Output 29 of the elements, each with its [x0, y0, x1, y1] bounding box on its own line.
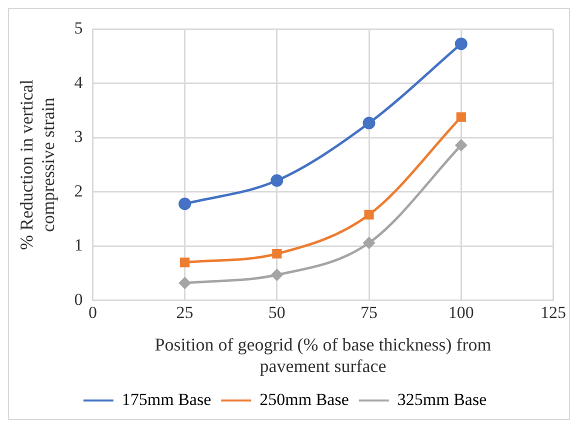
- point: [454, 38, 468, 50]
- point: [180, 258, 190, 268]
- legend-label: 325mm Base: [397, 390, 487, 409]
- y-tick-label: 0: [74, 290, 83, 309]
- point: [178, 198, 192, 210]
- y-tick-label: 1: [74, 236, 83, 255]
- legend-label: 250mm Base: [260, 390, 349, 409]
- point: [179, 277, 191, 289]
- x-tick-label: 25: [176, 303, 194, 322]
- point: [455, 140, 467, 152]
- y-tick-label: 2: [74, 181, 83, 200]
- x-axis-title: Position of geogrid (% of base thickness) from pavement surface: [154, 334, 492, 376]
- x-tick-label: 0: [88, 303, 97, 322]
- y-tick-label: 5: [74, 18, 83, 38]
- point: [271, 269, 283, 281]
- point: [363, 237, 375, 249]
- point: [456, 112, 466, 122]
- point: [362, 116, 376, 130]
- x-tick-label: 75: [360, 303, 378, 322]
- x-tick-label: 50: [268, 303, 286, 322]
- point: [364, 210, 374, 220]
- x-tick-label: 100: [448, 303, 474, 322]
- point: [270, 174, 284, 187]
- legend-label: 175mm Base: [122, 390, 212, 409]
- point: [272, 248, 282, 259]
- y-tick-label: 4: [74, 72, 84, 92]
- y-tick-label: 3: [74, 127, 83, 146]
- y-axis-title: % Reduction in vertical compressive strain: [16, 80, 58, 250]
- x-tick-label: 125: [540, 303, 566, 322]
